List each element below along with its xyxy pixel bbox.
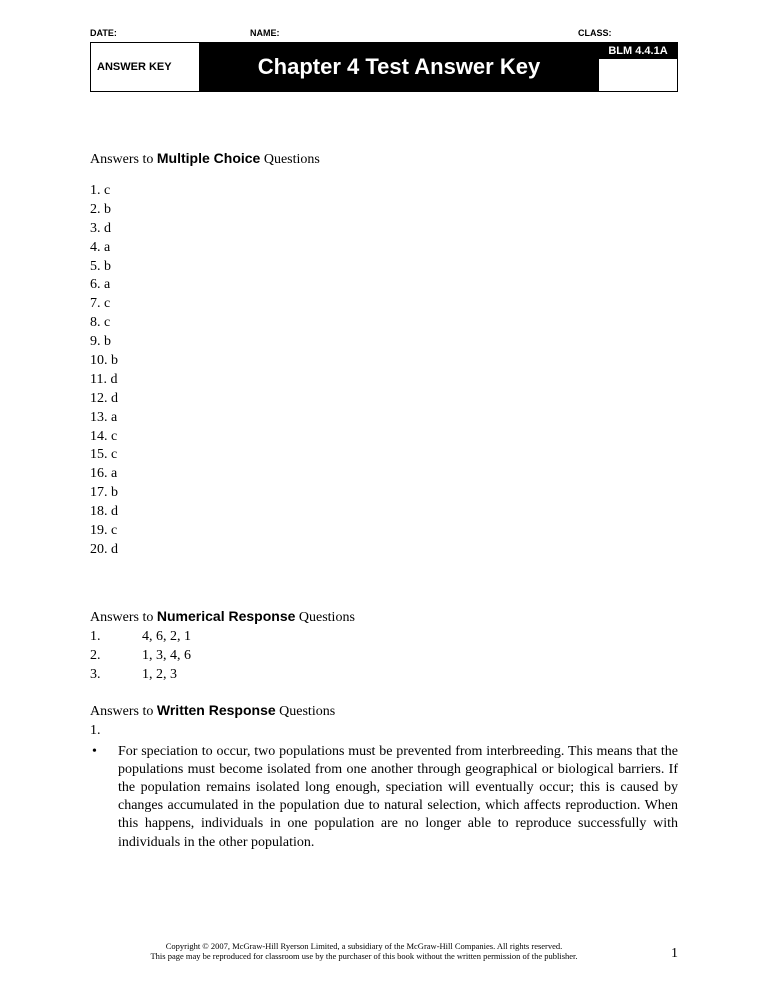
header-box: ANSWER KEY Chapter 4 Test Answer Key BLM… <box>90 42 678 92</box>
wr-heading: Answers to Written Response Questions <box>90 702 678 720</box>
mc-heading: Answers to Multiple Choice Questions <box>90 150 678 168</box>
nr-item: 3.1, 2, 3 <box>90 666 678 685</box>
page-number: 1 <box>638 946 678 962</box>
mc-item: 14. c <box>90 428 678 447</box>
wr-num-1: 1. <box>90 722 678 740</box>
nr-item: 2.1, 3, 4, 6 <box>90 647 678 666</box>
footer-text: Copyright © 2007, McGraw-Hill Ryerson Li… <box>90 941 638 962</box>
mc-item: 12. d <box>90 390 678 409</box>
mc-item: 3. d <box>90 220 678 239</box>
mc-item: 15. c <box>90 446 678 465</box>
nr-num: 2. <box>90 647 142 666</box>
nr-val: 1, 2, 3 <box>142 666 177 685</box>
mc-list: 1. c2. b3. d4. a5. b6. a7. c8. c9. b10. … <box>90 182 678 560</box>
blm-cell: BLM 4.4.1A <box>598 43 677 91</box>
mc-prefix: Answers to <box>90 152 157 167</box>
mc-item: 13. a <box>90 409 678 428</box>
answer-key-label: ANSWER KEY <box>91 43 200 91</box>
footer-line1: Copyright © 2007, McGraw-Hill Ryerson Li… <box>166 941 563 951</box>
meta-class: CLASS: <box>578 28 678 38</box>
nr-num: 1. <box>90 628 142 647</box>
wr-item-1: • For speciation to occur, two populatio… <box>90 743 678 852</box>
wr-prefix: Answers to <box>90 704 157 719</box>
blm-empty <box>599 59 677 91</box>
mc-item: 5. b <box>90 258 678 277</box>
bullet-icon: • <box>90 743 118 852</box>
mc-item: 18. d <box>90 503 678 522</box>
mc-item: 9. b <box>90 333 678 352</box>
meta-row: DATE: NAME: CLASS: <box>90 28 678 38</box>
mc-item: 4. a <box>90 239 678 258</box>
mc-item: 17. b <box>90 484 678 503</box>
meta-name: NAME: <box>250 28 578 38</box>
footer: Copyright © 2007, McGraw-Hill Ryerson Li… <box>90 941 678 962</box>
nr-bold: Numerical Response <box>157 608 296 624</box>
mc-item: 19. c <box>90 522 678 541</box>
nr-val: 4, 6, 2, 1 <box>142 628 191 647</box>
meta-date: DATE: <box>90 28 250 38</box>
wr-bold: Written Response <box>157 702 276 718</box>
mc-suffix: Questions <box>260 152 320 167</box>
mc-item: 10. b <box>90 352 678 371</box>
nr-list: 1.4, 6, 2, 12.1, 3, 4, 63.1, 2, 3 <box>90 628 678 685</box>
mc-item: 7. c <box>90 295 678 314</box>
nr-suffix: Questions <box>295 610 355 625</box>
nr-item: 1.4, 6, 2, 1 <box>90 628 678 647</box>
blm-code: BLM 4.4.1A <box>599 43 677 59</box>
mc-item: 8. c <box>90 314 678 333</box>
page: DATE: NAME: CLASS: ANSWER KEY Chapter 4 … <box>0 0 768 852</box>
wr-text-1: For speciation to occur, two populations… <box>118 743 678 852</box>
mc-item: 6. a <box>90 276 678 295</box>
mc-item: 1. c <box>90 182 678 201</box>
mc-item: 11. d <box>90 371 678 390</box>
mc-item: 20. d <box>90 541 678 560</box>
nr-val: 1, 3, 4, 6 <box>142 647 191 666</box>
mc-item: 16. a <box>90 465 678 484</box>
nr-heading: Answers to Numerical Response Questions <box>90 608 678 626</box>
nr-prefix: Answers to <box>90 610 157 625</box>
wr-block: 1. • For speciation to occur, two popula… <box>90 722 678 851</box>
nr-num: 3. <box>90 666 142 685</box>
wr-suffix: Questions <box>276 704 336 719</box>
footer-line2: This page may be reproduced for classroo… <box>150 951 577 961</box>
mc-bold: Multiple Choice <box>157 150 260 166</box>
page-title: Chapter 4 Test Answer Key <box>200 43 598 91</box>
mc-item: 2. b <box>90 201 678 220</box>
